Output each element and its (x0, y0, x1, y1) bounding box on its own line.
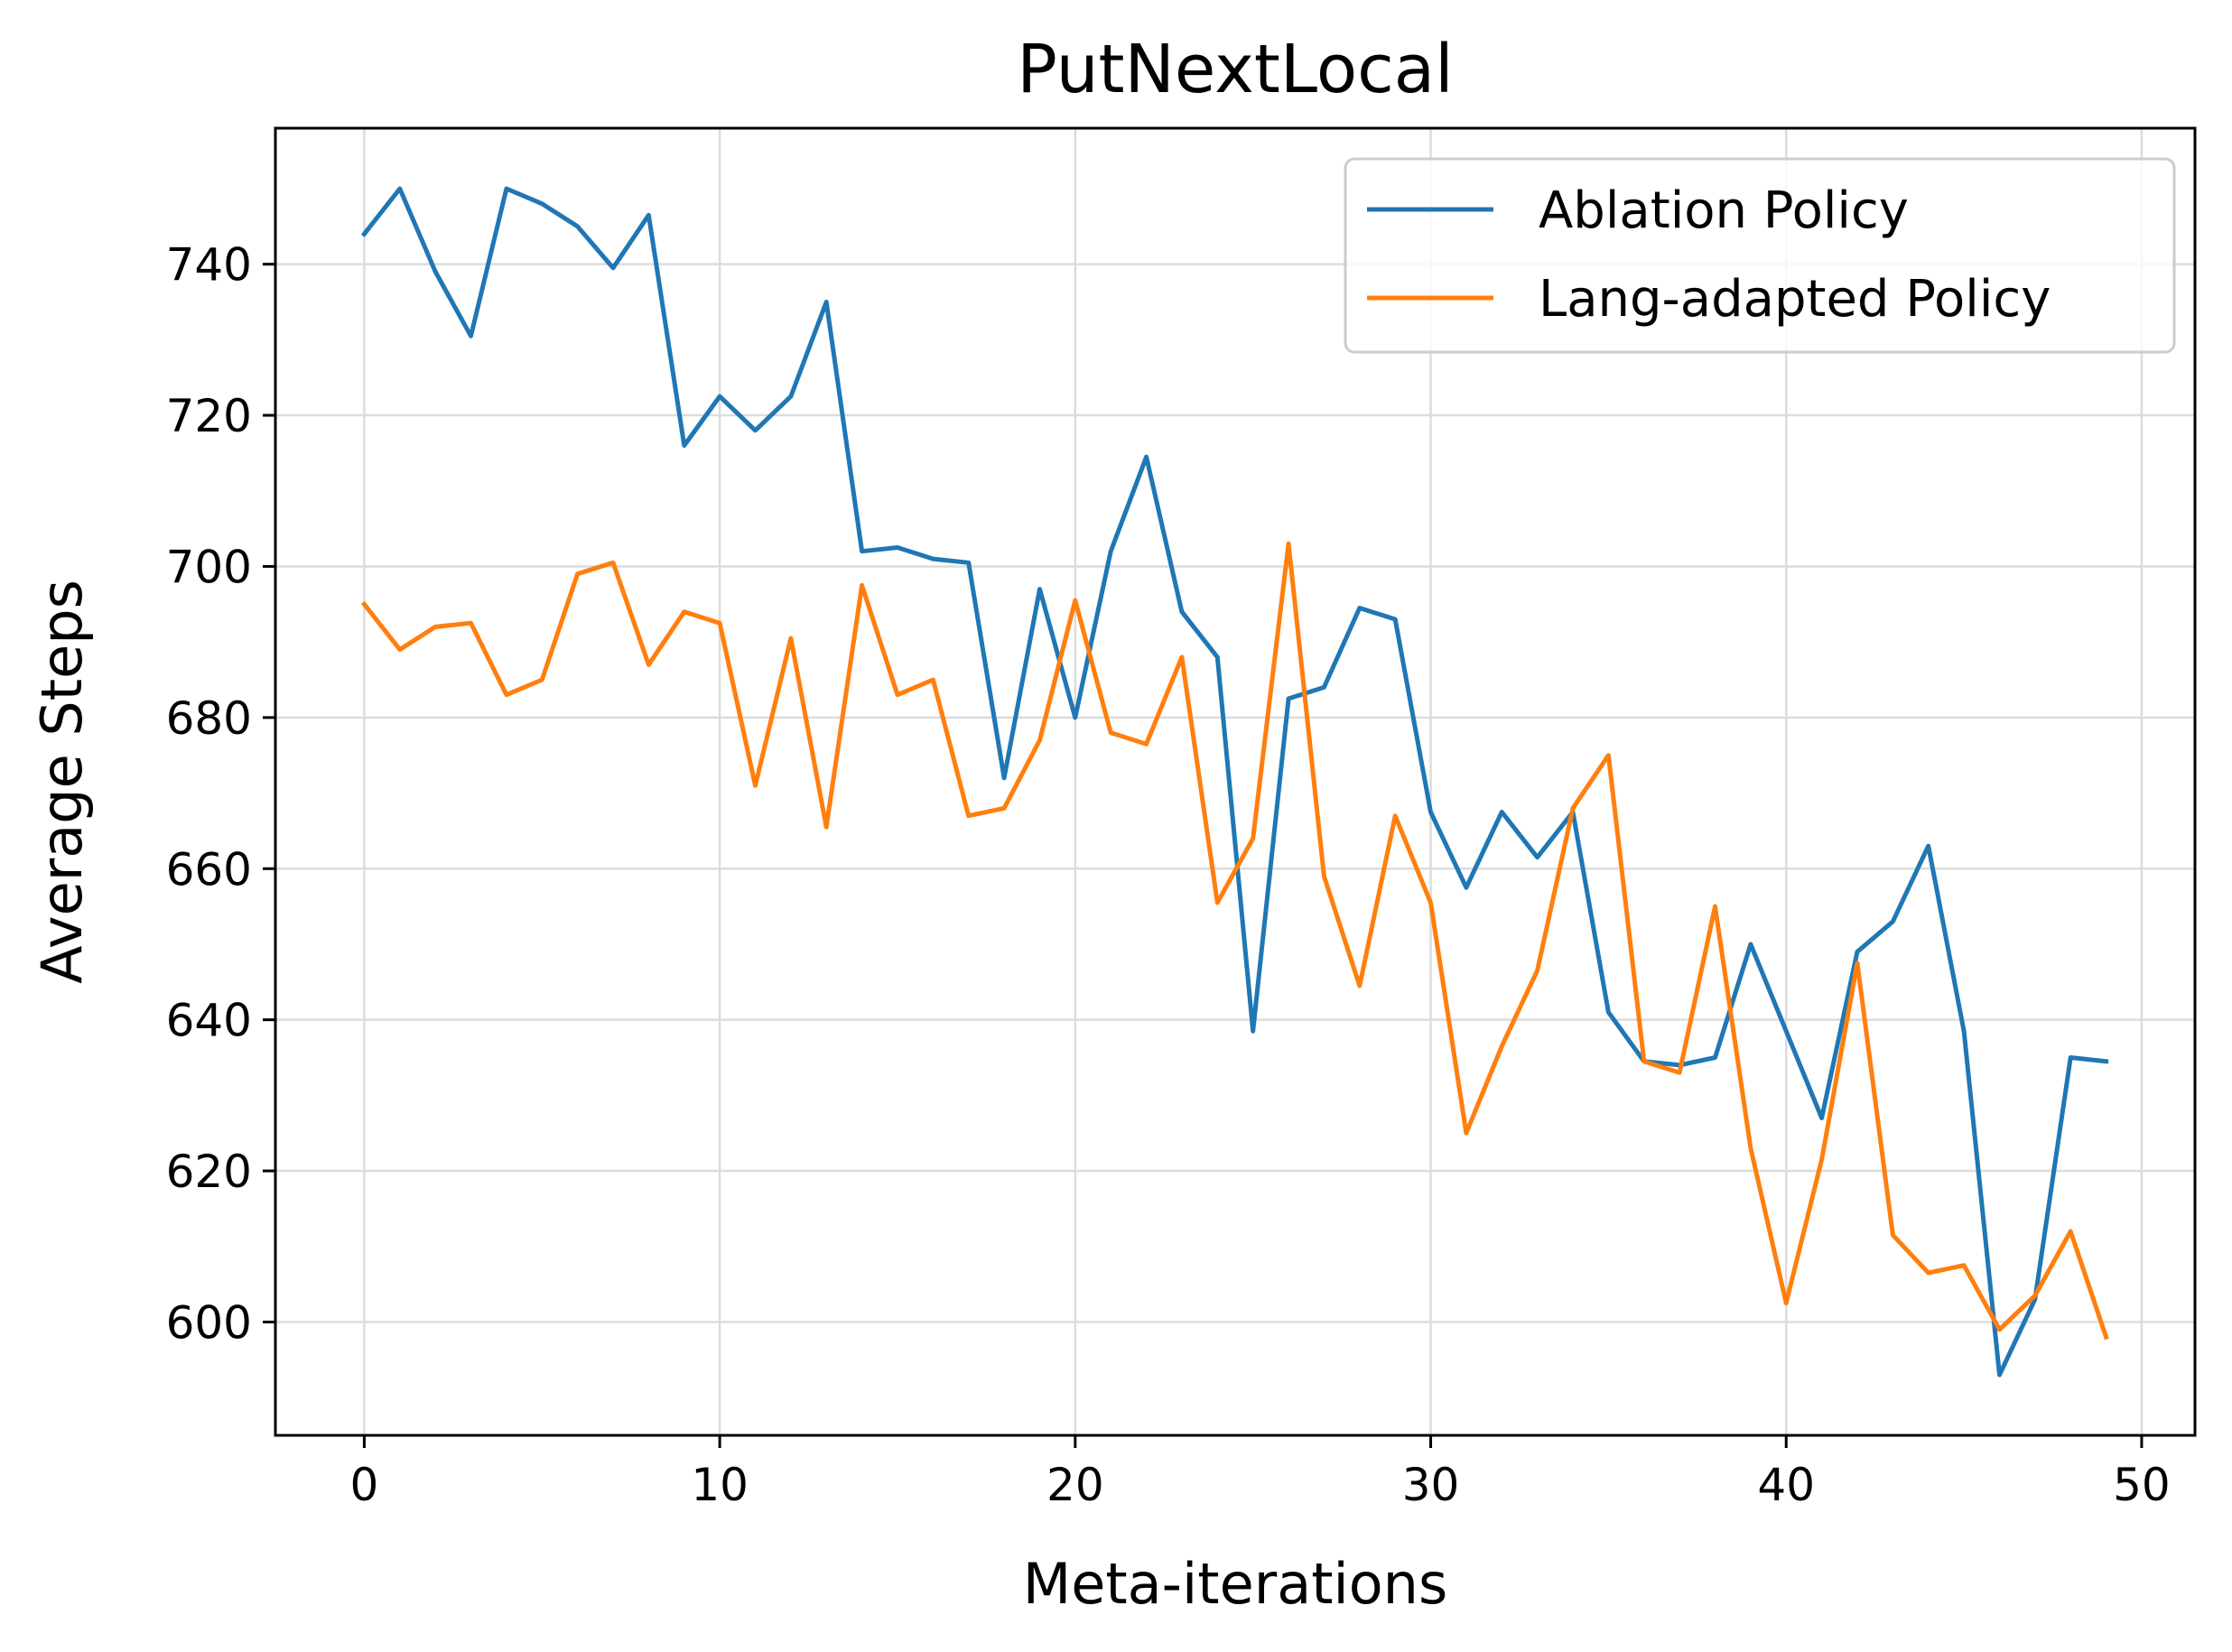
x-tick-label: 20 (1046, 1459, 1104, 1511)
y-tick-label: 600 (166, 1296, 252, 1349)
legend: Ablation Policy Lang-adapted Policy (1344, 157, 2176, 354)
y-tick-label: 680 (166, 692, 252, 745)
y-tick-label: 660 (166, 843, 252, 896)
y-tick-label: 640 (166, 995, 252, 1047)
y-tick-label: 740 (166, 239, 252, 292)
legend-label-lang-adapted-policy: Lang-adapted Policy (1539, 270, 2051, 329)
series-line-ablation-policy (360, 186, 2109, 1378)
x-tick-label: 50 (2113, 1459, 2171, 1511)
legend-label-ablation-policy: Ablation Policy (1539, 181, 1909, 240)
x-tick-label: 40 (1757, 1459, 1815, 1511)
y-tick-label: 720 (166, 390, 252, 442)
x-tick-label: 30 (1402, 1459, 1460, 1511)
x-tick-label: 0 (350, 1459, 379, 1511)
x-tick-label: 10 (691, 1459, 749, 1511)
y-axis-ticks: 600 620 640 660 680 700 720 740 (166, 239, 275, 1349)
x-axis-label: Meta-iterations (1023, 1551, 1448, 1617)
x-axis-ticks: 0 10 20 30 40 50 (350, 1435, 2171, 1511)
legend-box (1344, 157, 2176, 354)
series-layer (360, 186, 2109, 1378)
y-tick-label: 700 (166, 541, 252, 593)
y-axis-label: Average Steps (29, 580, 95, 984)
series-line-lang-adapted-policy (360, 541, 2109, 1341)
plot-frame (274, 126, 2197, 1437)
y-tick-label: 620 (166, 1146, 252, 1198)
chart-title: PutNextLocal (1017, 31, 1453, 108)
